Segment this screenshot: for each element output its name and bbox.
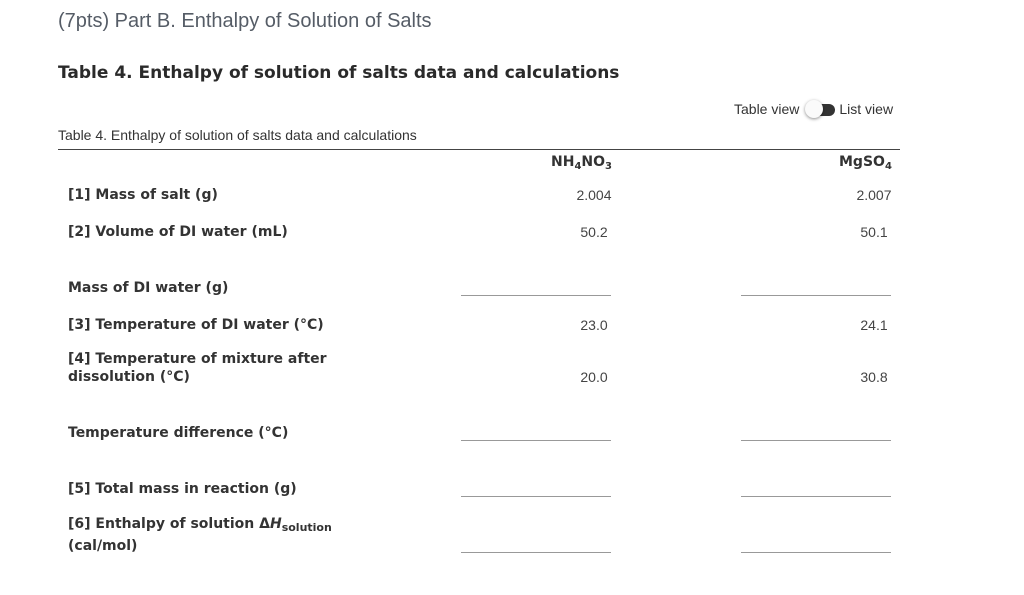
- table-view-label[interactable]: Table view: [734, 101, 800, 117]
- row-label-temp-mixture: [4] Temperature of mixture after dissolut…: [68, 351, 327, 385]
- cell-temp-water-mgso4: 24.1: [860, 317, 888, 333]
- row-label-temp-di-water: [3] Temperature of DI water (°C): [68, 317, 324, 333]
- cell-mass-salt-nh4no3: 2.004: [576, 187, 612, 203]
- input-temp-diff-mgso4[interactable]: [741, 422, 891, 441]
- input-enthalpy-nh4no3[interactable]: [461, 534, 611, 553]
- input-mass-di-water-mgso4[interactable]: [741, 277, 891, 296]
- input-total-mass-nh4no3[interactable]: [461, 478, 611, 497]
- switch-knob[interactable]: [805, 100, 824, 118]
- cell-temp-water-nh4no3: 23.0: [580, 317, 608, 333]
- row-label-temp-difference: Temperature difference (°C): [68, 425, 289, 441]
- row-label-mass-di-water: Mass of DI water (g): [68, 280, 229, 296]
- cell-temp-mixture-nh4no3: 20.0: [580, 369, 608, 385]
- table-top-rule: [58, 149, 900, 150]
- cell-volume-mgso4: 50.1: [860, 224, 888, 240]
- cell-volume-nh4no3: 50.2: [580, 224, 608, 240]
- cell-mass-salt-mgso4: 2.007: [856, 187, 892, 203]
- view-switch[interactable]: [805, 100, 836, 118]
- input-temp-diff-nh4no3[interactable]: [461, 422, 611, 441]
- row-label-enthalpy-solution: [6] Enthalpy of solution ΔHsolution (cal/…: [68, 516, 332, 554]
- column-header-mgso4: MgSO4: [839, 154, 892, 172]
- cell-temp-mixture-mgso4: 30.8: [860, 369, 888, 385]
- row-label-volume-di-water: [2] Volume of DI water (mL): [68, 224, 288, 240]
- view-toggle[interactable]: Table view List view: [734, 100, 894, 118]
- input-mass-di-water-nh4no3[interactable]: [461, 277, 611, 296]
- input-total-mass-mgso4[interactable]: [741, 478, 891, 497]
- list-view-label[interactable]: List view: [839, 101, 894, 117]
- part-title: (7pts) Part B. Enthalpy of Solution of S…: [58, 10, 432, 32]
- input-enthalpy-mgso4[interactable]: [741, 534, 891, 553]
- row-label-mass-of-salt: [1] Mass of salt (g): [68, 187, 218, 203]
- table-heading: Table 4. Enthalpy of solution of salts d…: [58, 63, 620, 83]
- column-header-nh4no3: NH4NO3: [551, 154, 612, 172]
- row-label-total-mass: [5] Total mass in reaction (g): [68, 481, 297, 497]
- table-caption: Table 4. Enthalpy of solution of salts d…: [58, 127, 417, 143]
